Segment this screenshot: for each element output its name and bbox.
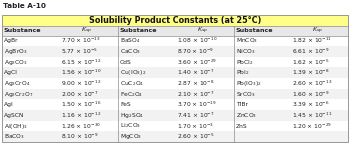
Bar <box>2 46 348 57</box>
Bar <box>2 26 348 36</box>
Text: NiCO$_3$: NiCO$_3$ <box>236 47 256 56</box>
Bar <box>2 15 348 142</box>
Text: AgBr: AgBr <box>4 38 19 43</box>
Bar <box>2 67 348 78</box>
Text: BaSO$_4$: BaSO$_4$ <box>120 36 141 45</box>
Text: Ag$_2$CrO$_4$: Ag$_2$CrO$_4$ <box>4 79 30 88</box>
Text: 6.61 × 10$^{-9}$: 6.61 × 10$^{-9}$ <box>292 47 330 56</box>
Text: 6.15 × 10$^{-12}$: 6.15 × 10$^{-12}$ <box>61 57 101 67</box>
Bar <box>2 15 348 26</box>
Text: Hg$_2$SO$_4$: Hg$_2$SO$_4$ <box>120 111 144 120</box>
Text: Substance: Substance <box>4 28 42 33</box>
Text: $K_{sp}$: $K_{sp}$ <box>197 26 208 36</box>
Text: AgCl: AgCl <box>4 70 18 75</box>
Text: 3.39 × 10$^{-6}$: 3.39 × 10$^{-6}$ <box>292 100 330 109</box>
Text: 2.10 × 10$^{-7}$: 2.10 × 10$^{-7}$ <box>177 89 215 99</box>
Text: 2.60 × 10$^{-5}$: 2.60 × 10$^{-5}$ <box>177 132 215 141</box>
Text: 5.77 × 10$^{-5}$: 5.77 × 10$^{-5}$ <box>61 47 98 56</box>
Bar <box>2 89 348 99</box>
Text: 1.62 × 10$^{-5}$: 1.62 × 10$^{-5}$ <box>292 57 330 67</box>
Text: 1.26 × 10$^{-30}$: 1.26 × 10$^{-30}$ <box>61 121 101 131</box>
Text: 2.00 × 10$^{-7}$: 2.00 × 10$^{-7}$ <box>61 89 99 99</box>
Text: 7.41 × 10$^{-7}$: 7.41 × 10$^{-7}$ <box>177 111 215 120</box>
Text: MgCO$_3$: MgCO$_3$ <box>120 132 142 141</box>
Text: $K_{sp}$: $K_{sp}$ <box>312 26 323 36</box>
Text: Li$_2$CO$_3$: Li$_2$CO$_3$ <box>120 122 141 130</box>
Text: 1.82 × 10$^{-11}$: 1.82 × 10$^{-11}$ <box>292 36 332 46</box>
Text: 8.10 × 10$^{-9}$: 8.10 × 10$^{-9}$ <box>61 132 99 141</box>
Text: Pb(IO$_3$)$_2$: Pb(IO$_3$)$_2$ <box>236 79 262 88</box>
Text: Cu(IO$_3$)$_2$: Cu(IO$_3$)$_2$ <box>120 68 146 77</box>
Text: BaCO$_3$: BaCO$_3$ <box>4 132 25 141</box>
Bar <box>2 78 348 89</box>
Text: 1.45 × 10$^{-11}$: 1.45 × 10$^{-11}$ <box>292 111 332 120</box>
Text: AgBrO$_3$: AgBrO$_3$ <box>4 47 28 56</box>
Text: 7.70 × 10$^{-13}$: 7.70 × 10$^{-13}$ <box>61 36 101 46</box>
Text: CaCO$_3$: CaCO$_3$ <box>120 47 141 56</box>
Text: ZnS: ZnS <box>236 124 248 129</box>
Text: 1.08 × 10$^{-10}$: 1.08 × 10$^{-10}$ <box>177 36 217 46</box>
Text: FeS: FeS <box>120 102 131 107</box>
Text: Substance: Substance <box>236 28 273 33</box>
Text: SrCO$_3$: SrCO$_3$ <box>236 90 256 98</box>
Text: ZnCO$_3$: ZnCO$_3$ <box>236 111 257 120</box>
Text: MnCO$_3$: MnCO$_3$ <box>236 36 258 45</box>
Text: TlBr: TlBr <box>236 102 248 107</box>
Text: 3.70 × 10$^{-19}$: 3.70 × 10$^{-19}$ <box>177 100 217 109</box>
Text: Ag$_2$Cr$_2$O$_7$: Ag$_2$Cr$_2$O$_7$ <box>4 90 33 99</box>
Text: CuC$_2$O$_4$: CuC$_2$O$_4$ <box>120 79 144 88</box>
Text: 1.70 × 10$^{-3}$: 1.70 × 10$^{-3}$ <box>177 121 214 131</box>
Text: AgSCN: AgSCN <box>4 113 24 118</box>
Text: Al(OH)$_3$: Al(OH)$_3$ <box>4 122 28 130</box>
Text: 8.70 × 10$^{-9}$: 8.70 × 10$^{-9}$ <box>177 47 214 56</box>
Text: 1.39 × 10$^{-8}$: 1.39 × 10$^{-8}$ <box>292 68 330 77</box>
Bar <box>2 57 348 67</box>
Bar <box>2 99 348 110</box>
Text: 9.00 × 10$^{-12}$: 9.00 × 10$^{-12}$ <box>61 79 101 88</box>
Text: 1.60 × 10$^{-9}$: 1.60 × 10$^{-9}$ <box>292 89 330 99</box>
Text: 1.56 × 10$^{-10}$: 1.56 × 10$^{-10}$ <box>61 68 102 77</box>
Text: 3.60 × 10$^{-29}$: 3.60 × 10$^{-29}$ <box>177 57 217 67</box>
Text: 1.16 × 10$^{-12}$: 1.16 × 10$^{-12}$ <box>61 111 101 120</box>
Text: 1.40 × 10$^{-7}$: 1.40 × 10$^{-7}$ <box>177 68 215 77</box>
Text: 1.50 × 10$^{-16}$: 1.50 × 10$^{-16}$ <box>61 100 102 109</box>
Text: Solubility Product Constants (at 25°C): Solubility Product Constants (at 25°C) <box>89 16 261 25</box>
Bar <box>2 121 348 131</box>
Text: Substance: Substance <box>120 28 158 33</box>
Bar <box>2 131 348 142</box>
Bar <box>2 110 348 121</box>
Bar <box>2 36 348 46</box>
Text: Ag$_2$CO$_3$: Ag$_2$CO$_3$ <box>4 58 28 67</box>
Text: PbI$_2$: PbI$_2$ <box>236 68 250 77</box>
Text: 2.87 × 10$^{-8}$: 2.87 × 10$^{-8}$ <box>177 79 215 88</box>
Text: PbCl$_2$: PbCl$_2$ <box>236 58 253 67</box>
Text: CdS: CdS <box>120 60 132 65</box>
Text: Table A-10: Table A-10 <box>3 2 46 8</box>
Text: 1.20 × 10$^{-29}$: 1.20 × 10$^{-29}$ <box>292 121 332 131</box>
Text: 2.60 × 10$^{-13}$: 2.60 × 10$^{-13}$ <box>292 79 332 88</box>
Text: $K_{sp}$: $K_{sp}$ <box>81 26 92 36</box>
Text: AgI: AgI <box>4 102 14 107</box>
Text: FeC$_2$O$_4$: FeC$_2$O$_4$ <box>120 90 143 98</box>
